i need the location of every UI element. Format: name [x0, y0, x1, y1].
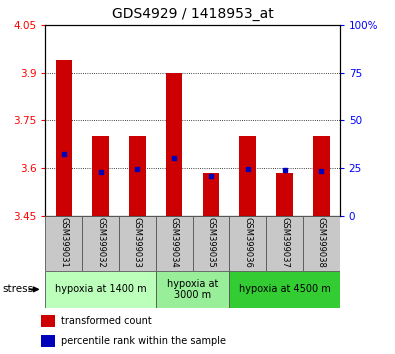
Text: stress: stress [2, 284, 33, 294]
Bar [156, 271, 229, 308]
Text: GSM399035: GSM399035 [207, 217, 215, 268]
Text: hypoxia at 4500 m: hypoxia at 4500 m [239, 284, 330, 295]
Bar [266, 216, 303, 271]
Title: GDS4929 / 1418953_at: GDS4929 / 1418953_at [112, 7, 273, 21]
Text: GSM399037: GSM399037 [280, 217, 289, 268]
Bar [56, 60, 72, 216]
Text: percentile rank within the sample: percentile rank within the sample [61, 336, 226, 346]
Bar [303, 216, 340, 271]
Bar [119, 216, 156, 271]
Bar [82, 216, 119, 271]
Text: transformed count: transformed count [61, 316, 152, 326]
Text: GSM399036: GSM399036 [243, 217, 252, 268]
Bar [239, 136, 256, 216]
Bar [276, 173, 293, 216]
Bar [41, 335, 55, 347]
Bar [313, 136, 329, 216]
Bar [45, 271, 156, 308]
Bar [129, 136, 146, 216]
Bar [229, 271, 340, 308]
Bar [203, 173, 219, 216]
Text: hypoxia at
3000 m: hypoxia at 3000 m [167, 279, 218, 300]
Text: GSM399038: GSM399038 [317, 217, 326, 268]
Text: GSM399033: GSM399033 [133, 217, 142, 268]
Bar [41, 315, 55, 327]
Text: GSM399031: GSM399031 [59, 217, 68, 268]
Bar [156, 216, 193, 271]
Bar [229, 216, 266, 271]
Text: GSM399034: GSM399034 [170, 217, 179, 268]
Bar [166, 73, 182, 216]
Text: GSM399032: GSM399032 [96, 217, 105, 268]
Text: hypoxia at 1400 m: hypoxia at 1400 m [55, 284, 147, 295]
Bar [92, 136, 109, 216]
Bar [45, 216, 82, 271]
Bar [193, 216, 229, 271]
